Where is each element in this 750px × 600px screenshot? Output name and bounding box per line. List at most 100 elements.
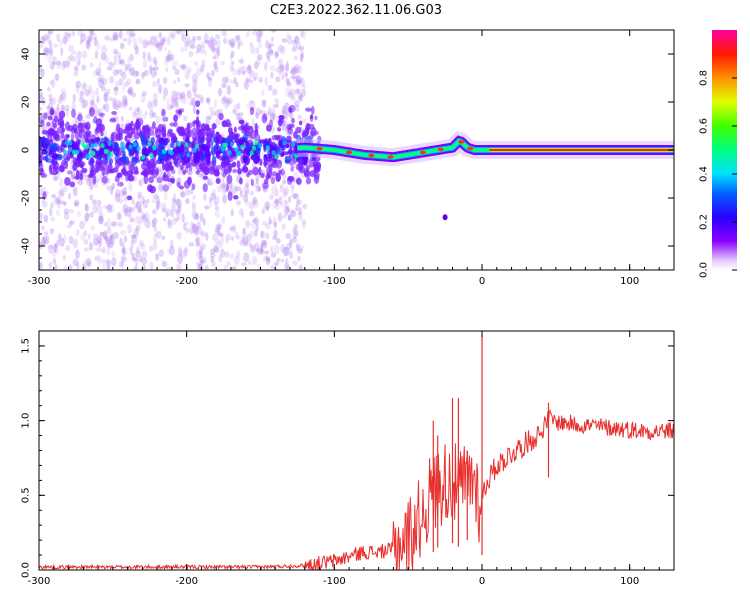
scatter-blob (255, 222, 259, 231)
scatter-blob (277, 44, 284, 53)
scatter-blob (285, 60, 289, 71)
scatter-blob (76, 262, 80, 270)
scatter-blob (151, 112, 157, 118)
scatter-blob (262, 220, 267, 227)
scatter-blob (89, 100, 95, 106)
scatter-blob (109, 234, 113, 240)
scatter-blob (155, 40, 160, 49)
core-blob (265, 145, 270, 150)
scatter-blob (255, 185, 261, 192)
core-blob (271, 150, 276, 156)
scatter-blob (243, 235, 249, 246)
band-blob (182, 170, 186, 175)
band-blob (202, 183, 208, 193)
scatter-blob (58, 39, 63, 47)
scatter-blob (200, 171, 204, 177)
scatter-blob (211, 188, 217, 198)
scatter-blob (109, 234, 113, 245)
scatter-blob (256, 57, 261, 65)
scatter-blob (129, 217, 135, 223)
scatter-blob (49, 43, 53, 54)
scatter-blob (123, 235, 128, 243)
scatter-blob (226, 85, 232, 96)
scatter-blob (51, 78, 56, 89)
scatter-blob (230, 38, 236, 48)
band-blob (296, 177, 302, 186)
scatter-blob (291, 47, 296, 53)
band-blob (266, 124, 272, 132)
scatter-blob (104, 258, 111, 264)
scatter-blob (129, 247, 133, 256)
scatter-blob (290, 210, 297, 218)
colorbar-tick-label: 0.4 (699, 166, 710, 182)
band-blob (229, 162, 235, 168)
scatter-blob (230, 60, 235, 66)
scatter-blob (171, 90, 177, 100)
band-blob (133, 132, 141, 140)
scatter-blob (229, 226, 235, 232)
scatter-blob (155, 42, 161, 47)
scatter-blob (293, 224, 298, 230)
scatter-blob (170, 103, 174, 109)
scatter-blob (127, 224, 132, 234)
scatter-blob (297, 78, 302, 84)
core-blob (227, 150, 232, 155)
band-blob (115, 152, 122, 157)
scatter-blob (98, 61, 102, 71)
scatter-blob (134, 263, 138, 270)
scatter-blob (113, 86, 119, 96)
scatter-blob (214, 49, 220, 60)
scatter-blob (135, 224, 141, 232)
scatter-blob (112, 99, 117, 109)
isolated-blob (442, 214, 448, 221)
band-blob (47, 142, 52, 150)
band-blob (239, 177, 243, 185)
scatter-blob (245, 77, 251, 82)
band-blob (51, 153, 59, 159)
scatter-blob (256, 30, 262, 38)
core-blob (132, 142, 137, 148)
scatter-blob (94, 110, 101, 117)
scatter-blob (176, 77, 181, 82)
band-blob (178, 109, 182, 115)
x-tick-label: -200 (175, 576, 198, 587)
band-blob (208, 127, 215, 134)
band-blob (310, 114, 314, 120)
scatter-blob (39, 66, 43, 73)
scatter-blob (72, 258, 79, 266)
scatter-blob (288, 249, 292, 255)
scatter-blob (108, 61, 114, 66)
scatter-blob (203, 192, 207, 201)
scatter-blob (42, 235, 48, 246)
scatter-blob (88, 176, 92, 187)
scatter-blob (95, 87, 99, 98)
scatter-blob (267, 44, 272, 54)
scatter-blob (135, 225, 140, 236)
scatter-blob (166, 36, 171, 46)
snr-marks (39, 335, 674, 570)
scatter-blob (158, 42, 163, 51)
scatter-blob (119, 68, 124, 77)
scatter-blob (153, 193, 159, 200)
scatter-blob (146, 198, 150, 203)
colorbar-tick-label: 0.8 (699, 70, 710, 86)
scatter-blob (184, 83, 190, 88)
scatter-blob (122, 95, 128, 105)
scatter-blob (189, 189, 194, 195)
scatter-blob (195, 242, 201, 247)
scatter-blob (157, 168, 164, 179)
scatter-blob (59, 200, 65, 205)
scatter-blob (121, 261, 125, 269)
scatter-blob (211, 47, 218, 52)
scatter-blob (233, 104, 239, 109)
band-blob (313, 160, 319, 168)
scatter-blob (79, 220, 85, 230)
scatter-blob (141, 90, 147, 97)
scatter-blob (120, 115, 124, 122)
scatter-blob (295, 242, 300, 252)
scatter-blob (169, 245, 176, 256)
band-blob (75, 161, 80, 168)
scatter-blob (240, 58, 245, 65)
x-tick-label: 100 (620, 576, 639, 587)
scatter-blob (41, 236, 46, 246)
